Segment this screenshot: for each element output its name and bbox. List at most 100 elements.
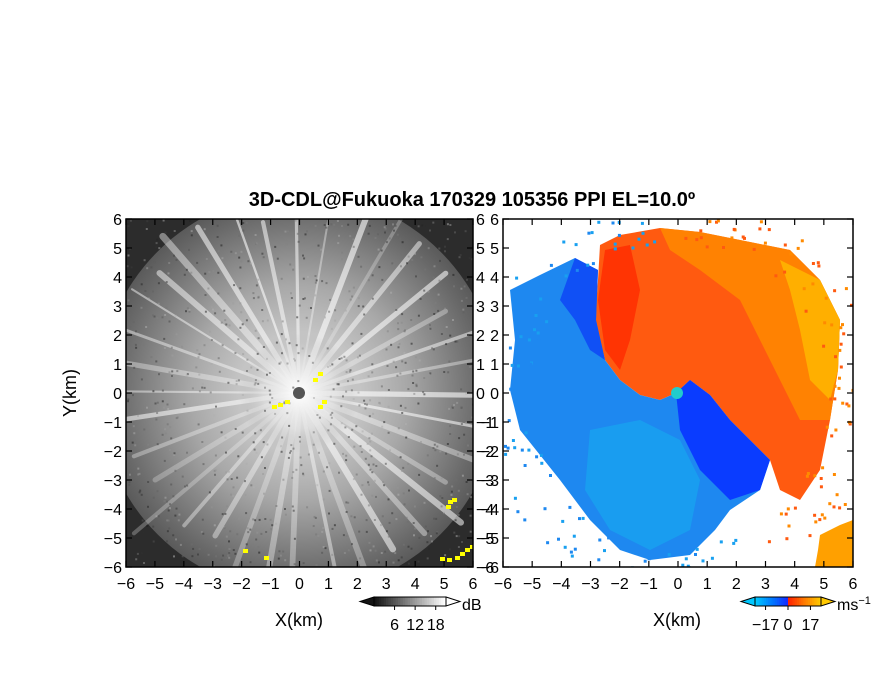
noise-pixel (345, 371, 348, 374)
noise-pixel (155, 246, 158, 249)
noise-pixel (391, 512, 394, 515)
speckle-pixel (705, 245, 709, 249)
noise-pixel (371, 274, 374, 277)
noise-pixel (462, 311, 465, 314)
speckle-pixel (817, 447, 821, 451)
noise-pixel (203, 228, 206, 231)
speckle-pixel (779, 512, 783, 516)
noise-pixel (415, 275, 417, 278)
noise-pixel (329, 298, 332, 301)
noise-pixel (333, 524, 336, 527)
x-tick-label: −5 (146, 576, 164, 593)
noise-pixel (411, 374, 414, 377)
noise-pixel (198, 373, 201, 376)
noise-pixel (240, 266, 243, 269)
colorbar-cell (812, 597, 815, 606)
x-tick-label: 5 (819, 576, 828, 593)
y-tick-label: −4 (104, 502, 122, 519)
noise-pixel (356, 356, 359, 359)
noise-pixel (370, 455, 373, 458)
noise-pixel (415, 385, 418, 388)
y-tick-label: −4 (476, 502, 494, 519)
noise-pixel (236, 533, 239, 536)
noise-pixel (386, 330, 389, 333)
speckle-pixel (513, 446, 517, 450)
noise-pixel (217, 250, 220, 253)
noise-pixel (334, 319, 337, 322)
noise-pixel (405, 516, 408, 519)
colorbar-cell (441, 597, 445, 606)
colorbar-cell (381, 597, 385, 606)
noise-pixel (407, 388, 410, 391)
noise-pixel (424, 225, 427, 228)
noise-pixel (457, 489, 460, 492)
noise-pixel (432, 276, 435, 279)
noise-pixel (387, 535, 390, 538)
noise-pixel (205, 258, 208, 260)
noise-pixel (330, 223, 333, 226)
noise-pixel (450, 493, 453, 496)
noise-pixel (186, 484, 189, 487)
noise-pixel (461, 474, 464, 477)
y-tick-label: −2 (104, 444, 122, 461)
noise-pixel (291, 505, 294, 508)
noise-pixel (210, 506, 213, 509)
noise-pixel (358, 530, 361, 533)
noise-pixel (380, 524, 382, 527)
colorbar-cell (419, 597, 423, 606)
speckle-pixel (525, 362, 529, 366)
noise-pixel (463, 433, 466, 436)
noise-pixel (428, 328, 431, 331)
noise-pixel (174, 514, 177, 517)
x-tick-label: −4 (552, 576, 570, 593)
speckle-pixel (523, 464, 527, 467)
noise-pixel (320, 248, 323, 251)
noise-pixel (456, 340, 459, 343)
noise-pixel (374, 236, 377, 239)
y-tick-label: 4 (490, 270, 499, 287)
noise-pixel (388, 521, 391, 524)
noise-pixel (303, 257, 306, 260)
speckle-pixel (553, 296, 557, 300)
noise-pixel (239, 302, 242, 305)
colorbar-cell (761, 597, 765, 606)
noise-pixel (213, 524, 216, 527)
noise-pixel (239, 326, 242, 329)
noise-pixel (198, 390, 201, 393)
noise-pixel (400, 265, 402, 268)
speckle-pixel (806, 472, 810, 475)
noise-pixel (412, 322, 415, 325)
noise-pixel (238, 517, 241, 520)
noise-pixel (175, 333, 178, 336)
speckle-pixel (839, 326, 843, 330)
noise-pixel (175, 507, 178, 510)
speckle-pixel (695, 547, 699, 551)
y-tick-label: 4 (476, 270, 485, 287)
speckle-pixel (694, 553, 697, 556)
noise-pixel (316, 414, 319, 416)
noise-pixel (217, 357, 220, 360)
speckle-pixel (816, 261, 820, 265)
noise-pixel (450, 490, 453, 493)
noise-pixel (306, 230, 308, 233)
noise-pixel (234, 252, 237, 255)
colorbar-tick-label: 17 (802, 617, 820, 634)
noise-pixel (371, 432, 373, 435)
noise-pixel (290, 444, 293, 447)
noise-pixel (340, 422, 343, 425)
noise-pixel (378, 561, 380, 564)
noise-pixel (281, 320, 284, 323)
noise-pixel (279, 554, 282, 557)
noise-pixel (293, 563, 296, 566)
speckle-pixel (561, 519, 565, 523)
noise-pixel (406, 262, 408, 265)
noise-pixel (382, 349, 385, 351)
noise-pixel (444, 554, 447, 557)
noise-pixel (392, 263, 395, 266)
noise-pixel (340, 357, 343, 360)
noise-pixel (471, 416, 473, 419)
noise-pixel (292, 268, 295, 271)
noise-pixel (229, 530, 232, 533)
chart-title: 3D-CDL@Fukuoka 170329 105356 PPI EL=10.0… (249, 189, 695, 211)
colorbar-cell (400, 597, 404, 606)
